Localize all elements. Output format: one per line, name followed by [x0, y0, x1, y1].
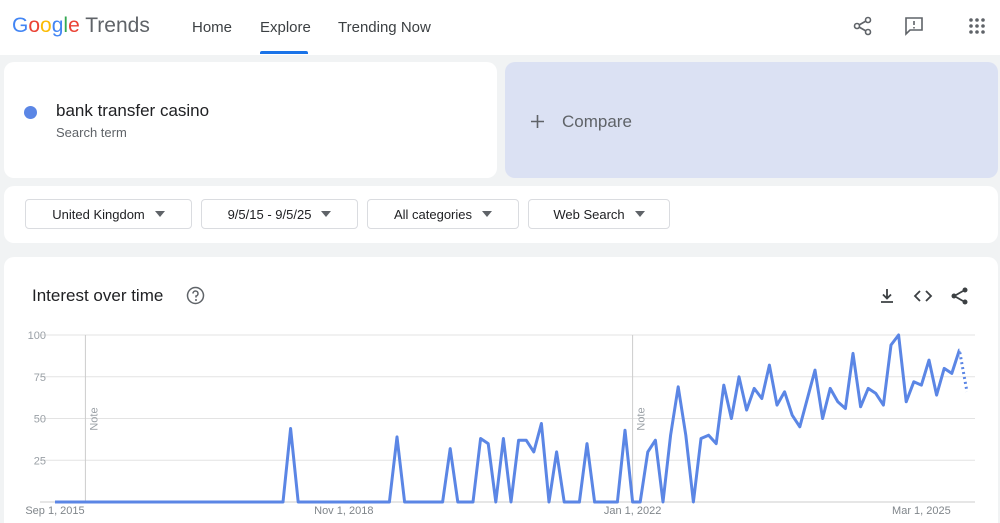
help-icon[interactable] [186, 286, 205, 305]
nav-indicator [260, 51, 308, 54]
share-chart-icon[interactable] [950, 286, 970, 306]
filter-label: United Kingdom [52, 206, 145, 222]
compare-card[interactable] [505, 62, 998, 178]
logo-trends: Trends [85, 14, 150, 37]
x-tick-label: Mar 1, 2025 [892, 505, 951, 517]
compare-label[interactable]: Compare [562, 112, 632, 131]
x-tick-label: Jan 1, 2022 [604, 505, 662, 517]
download-icon[interactable] [878, 287, 896, 305]
note-label: Note [88, 407, 100, 430]
header [0, 0, 1000, 55]
filter[interactable]: 9/5/15 - 9/5/25 [201, 199, 358, 229]
search-term[interactable]: bank transfer casino [56, 101, 210, 120]
nav-link[interactable]: Explore [260, 19, 311, 36]
filter[interactable]: Web Search [528, 199, 670, 229]
search-term-subtitle: Search term [56, 125, 127, 140]
filter-label: All categories [393, 206, 473, 222]
embed-icon[interactable] [913, 287, 933, 305]
chart: 25 50 75 100 Note Note Sep 1, 2015 Nov 1, 2018 J… [25, 330, 975, 517]
y-tick-label: 50 [34, 414, 46, 426]
trend-line [55, 333, 960, 504]
chart-title: Interest over time [32, 286, 164, 305]
filter[interactable]: All categories [367, 199, 519, 229]
filter[interactable]: United Kingdom [25, 199, 192, 229]
apps-icon[interactable] [969, 18, 985, 34]
filter-label: Web Search [553, 206, 625, 222]
logo-google: Google [12, 14, 80, 37]
y-tick-label: 25 [34, 455, 46, 467]
y-tick-label: 75 [34, 372, 46, 384]
nav-link[interactable]: Home [192, 19, 233, 36]
x-tick-label: Sep 1, 2015 [25, 505, 84, 517]
logo[interactable]: Google Trends [12, 14, 150, 38]
y-tick-label: 100 [28, 330, 46, 342]
plus-icon [531, 115, 544, 128]
search-term-card [4, 62, 497, 178]
note-label: Note [636, 407, 648, 430]
nav-link[interactable]: Trending Now [338, 19, 431, 36]
x-tick-label: Nov 1, 2018 [314, 505, 373, 517]
share-icon[interactable] [853, 16, 873, 36]
feedback-icon[interactable] [904, 16, 924, 36]
term-dot [24, 106, 37, 119]
filter-label: 9/5/15 - 9/5/25 [227, 206, 312, 222]
